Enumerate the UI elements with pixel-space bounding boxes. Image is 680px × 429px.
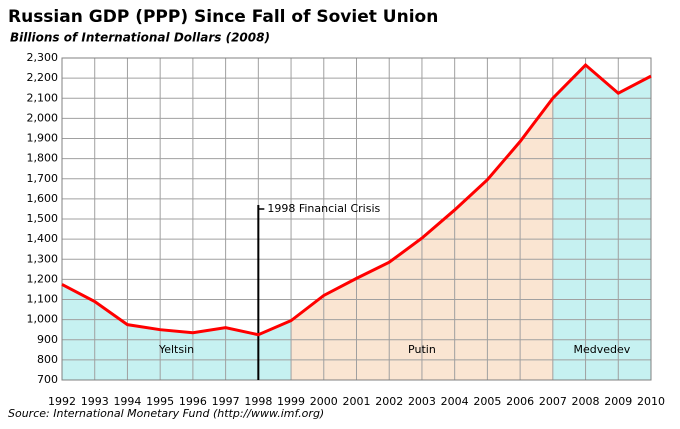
annotation-label: 1998 Financial Crisis	[267, 202, 380, 215]
y-tick-label: 1,300	[27, 252, 59, 265]
x-tick-label: 2002	[375, 395, 403, 408]
x-tick-label: 1995	[146, 395, 174, 408]
region-label: Yeltsin	[158, 343, 194, 356]
y-tick-label: 2,300	[27, 51, 59, 64]
x-tick-label: 1992	[48, 395, 76, 408]
x-tick-label: 1997	[212, 395, 240, 408]
y-tick-label: 1,100	[27, 293, 59, 306]
region-label: Medvedev	[574, 343, 631, 356]
x-tick-label: 2003	[408, 395, 436, 408]
y-tick-label: 900	[37, 333, 58, 346]
y-tick-label: 2,000	[27, 111, 59, 124]
chart-title: Russian GDP (PPP) Since Fall of Soviet U…	[8, 7, 438, 27]
x-tick-label: 2008	[572, 395, 600, 408]
x-tick-label: 2004	[441, 395, 469, 408]
y-tick-label: 1,800	[27, 152, 59, 165]
y-tick-label: 1,000	[27, 313, 59, 326]
x-tick-label: 2005	[473, 395, 501, 408]
x-tick-label: 1999	[277, 395, 305, 408]
x-tick-label: 2001	[343, 395, 371, 408]
source: Source: International Monetary Fund (htt…	[8, 407, 324, 420]
y-tick-label: 1,400	[27, 232, 59, 245]
x-tick-label: 2010	[637, 395, 665, 408]
x-tick-label: 1994	[113, 395, 141, 408]
x-tick-label: 2009	[604, 395, 632, 408]
plot-frame	[61, 57, 652, 381]
x-tick-label: 1993	[81, 395, 109, 408]
y-tick-label: 1,700	[27, 172, 59, 185]
x-tick-label: 1998	[244, 395, 272, 408]
y-tick-label: 1,600	[27, 192, 59, 205]
region-area	[552, 65, 651, 380]
y-tick-label: 800	[37, 353, 58, 366]
data-line	[61, 62, 652, 337]
y-tick-label: 1,200	[27, 272, 59, 285]
y-tick-label: 2,200	[27, 71, 59, 84]
x-tick-label: 2007	[539, 395, 567, 408]
region-label: Putin	[408, 343, 436, 356]
x-tick-label: 1996	[179, 395, 207, 408]
y-tick-label: 2,100	[27, 91, 59, 104]
x-tick-label: 2000	[310, 395, 338, 408]
y-tick-label: 1,900	[27, 132, 59, 145]
x-tick-label: 2006	[506, 395, 534, 408]
chart-subtitle: Billions of International Dollars (2008)	[10, 31, 270, 45]
y-tick-label: 700	[37, 373, 58, 386]
y-tick-label: 1,500	[27, 212, 59, 225]
